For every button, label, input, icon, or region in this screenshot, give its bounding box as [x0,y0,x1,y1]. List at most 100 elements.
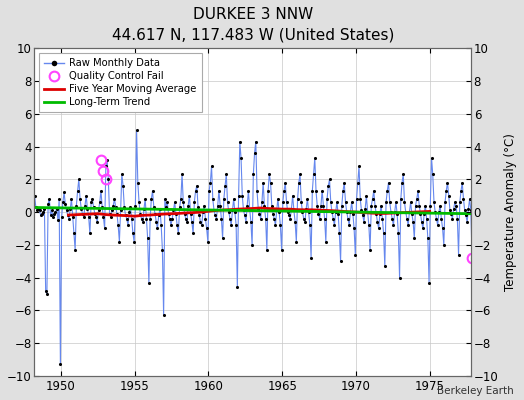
Point [222,171,231,178]
Point [347,199,356,206]
Point [446,207,454,214]
Point [106,214,115,220]
Point [300,216,308,222]
Point [88,196,96,202]
Point [165,210,173,217]
Point [436,202,444,209]
Point [431,209,440,215]
Point [39,209,47,215]
Point [345,222,353,228]
Point [234,192,243,199]
Point [297,199,305,206]
Point [441,199,449,206]
Point [125,209,134,215]
Point [124,222,132,228]
Point [401,209,410,215]
Point [305,222,314,228]
Point [369,188,378,194]
Point [340,179,348,186]
Point [126,204,135,210]
Point [34,206,42,212]
Point [78,210,86,217]
Point [358,212,367,218]
Point [296,171,304,178]
Point [293,196,302,202]
Point [179,199,188,206]
Point [292,238,301,245]
Point [377,202,385,209]
Point [351,252,359,258]
Point [463,219,472,225]
Point [350,225,358,232]
Point [44,201,52,207]
Point [102,163,110,170]
Point [91,210,99,217]
Point [308,188,316,194]
Point [313,202,321,209]
Point [271,222,280,228]
Point [408,210,416,217]
Point [199,209,207,215]
Point [239,207,248,214]
Point [81,202,89,209]
Point [307,255,315,261]
Point [82,192,91,199]
Point [404,222,412,228]
Point [437,216,445,222]
Point [73,188,82,194]
Point [92,214,100,220]
Point [398,179,406,186]
Point [361,206,369,212]
Point [314,210,323,217]
Point [469,216,477,222]
Point [109,202,117,209]
Point [122,212,130,218]
Point [396,274,404,281]
Point [460,196,468,202]
Point [30,192,39,199]
Point [323,196,331,202]
Point [357,207,366,214]
Point [245,206,254,212]
Point [298,209,307,215]
Point [113,210,121,217]
Point [387,209,395,215]
Point [322,238,330,245]
Point [450,206,458,212]
Point [348,210,357,217]
Point [105,210,114,217]
Point [379,230,388,236]
Point [142,216,150,222]
Point [134,179,142,186]
Point [129,230,137,236]
Point [365,222,373,228]
Point [206,179,214,186]
Point [156,206,164,212]
Point [93,219,102,225]
Point [260,202,269,209]
Point [41,288,50,294]
Point [169,207,178,214]
Point [270,216,278,222]
Point [188,219,196,225]
Point [289,192,297,199]
Point [48,207,56,214]
Point [198,222,206,228]
Point [312,188,320,194]
Point [355,163,363,170]
Point [231,209,239,215]
Point [54,217,62,224]
Point [444,192,453,199]
Point [140,206,148,212]
Point [195,212,203,218]
Point [371,202,379,209]
Point [28,217,36,224]
Point [72,202,81,209]
Point [430,199,438,206]
Point [248,242,256,248]
Point [47,212,55,218]
Point [319,202,328,209]
Point [252,138,260,145]
Point [336,258,345,264]
Point [316,202,325,209]
